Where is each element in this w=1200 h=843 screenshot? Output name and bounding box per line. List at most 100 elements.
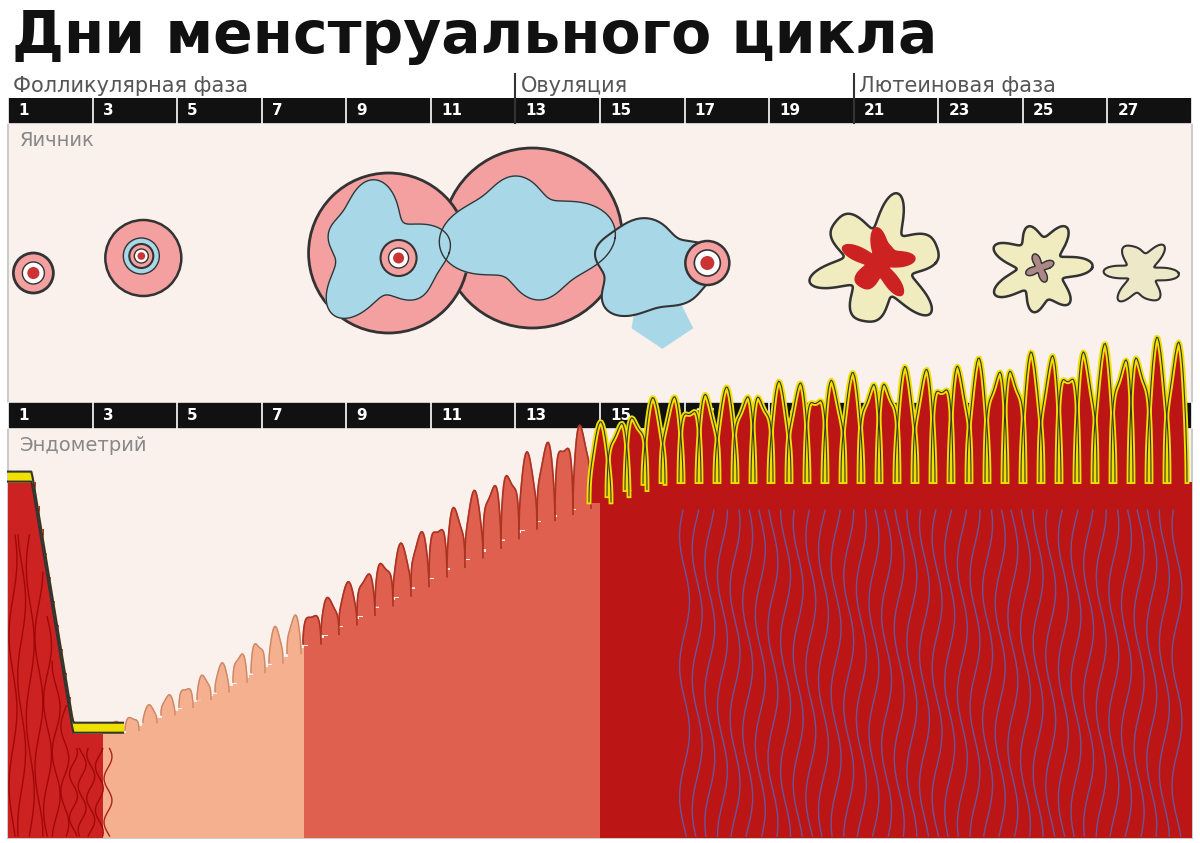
Bar	[671, 481, 674, 838]
Text: 25: 25	[1033, 408, 1055, 423]
Bar	[190, 704, 193, 838]
Bar	[995, 481, 998, 838]
Bar	[352, 620, 355, 838]
Bar	[312, 642, 316, 838]
Circle shape	[106, 220, 181, 296]
Bar	[359, 616, 364, 838]
Polygon shape	[125, 717, 139, 730]
Text: 13: 13	[526, 408, 547, 423]
Bar	[1034, 481, 1038, 838]
Bar	[1010, 481, 1014, 838]
Polygon shape	[1039, 356, 1061, 481]
Bar	[600, 501, 604, 838]
Bar	[1086, 481, 1090, 838]
Bar	[414, 588, 419, 838]
Polygon shape	[358, 574, 374, 615]
Polygon shape	[994, 226, 1092, 312]
Polygon shape	[859, 384, 881, 481]
Bar	[474, 556, 478, 838]
Bar	[86, 733, 91, 838]
Bar	[103, 733, 107, 838]
Bar	[1014, 481, 1019, 838]
Text: 15: 15	[610, 408, 631, 423]
Bar	[1141, 481, 1145, 838]
Text: 3: 3	[103, 103, 113, 118]
Bar	[529, 526, 533, 838]
Bar	[738, 481, 742, 838]
Bar	[1078, 481, 1081, 838]
Bar	[446, 571, 450, 838]
Polygon shape	[877, 384, 899, 481]
Bar	[48, 577, 52, 838]
Polygon shape	[1104, 244, 1178, 302]
Bar	[391, 600, 395, 838]
Bar	[628, 491, 631, 838]
Polygon shape	[466, 491, 482, 557]
Bar	[541, 521, 545, 838]
Bar	[431, 579, 434, 838]
Polygon shape	[538, 443, 554, 520]
Bar	[592, 503, 596, 838]
Polygon shape	[574, 425, 592, 508]
Text: 17: 17	[695, 408, 716, 423]
Bar	[667, 481, 671, 838]
Bar	[319, 637, 324, 838]
Bar	[162, 716, 166, 838]
Bar	[364, 615, 367, 838]
Polygon shape	[1111, 360, 1133, 481]
Bar	[517, 533, 521, 838]
Polygon shape	[805, 400, 827, 481]
Bar	[762, 481, 766, 838]
Bar	[619, 494, 624, 838]
Polygon shape	[913, 369, 935, 481]
Bar	[888, 481, 892, 838]
Bar	[24, 481, 28, 838]
Bar	[253, 674, 257, 838]
Text: 1: 1	[18, 103, 29, 118]
Bar	[758, 481, 762, 838]
Bar	[386, 602, 391, 838]
Bar	[20, 481, 24, 838]
Bar	[31, 481, 36, 838]
Bar	[1019, 481, 1022, 838]
Bar	[829, 481, 833, 838]
Bar	[233, 684, 236, 838]
Bar	[545, 519, 548, 838]
Bar	[1172, 481, 1176, 838]
Text: 11: 11	[442, 103, 462, 118]
Bar	[458, 564, 462, 838]
Text: Эндометрий: Эндометрий	[20, 436, 148, 455]
Polygon shape	[394, 543, 410, 596]
Bar	[170, 712, 174, 838]
Bar	[881, 481, 884, 838]
Bar	[91, 733, 95, 838]
Bar	[331, 631, 336, 838]
Bar	[655, 481, 659, 838]
Bar	[1022, 481, 1026, 838]
Bar	[940, 481, 943, 838]
Bar	[509, 537, 514, 838]
Bar	[59, 649, 64, 838]
Bar	[1102, 481, 1105, 838]
Bar	[698, 481, 703, 838]
Circle shape	[138, 252, 145, 260]
Bar	[1081, 481, 1086, 838]
Text: 19: 19	[779, 408, 800, 423]
Bar	[146, 722, 150, 838]
Bar	[367, 612, 371, 838]
Bar	[371, 610, 376, 838]
Bar	[955, 481, 959, 838]
Text: 27: 27	[1117, 103, 1139, 118]
Text: 15: 15	[610, 103, 631, 118]
Circle shape	[28, 267, 40, 279]
Bar	[821, 481, 824, 838]
Bar	[1129, 481, 1133, 838]
Bar	[410, 589, 414, 838]
Bar	[896, 481, 900, 838]
Text: 7: 7	[272, 103, 282, 118]
Text: 9: 9	[356, 408, 367, 423]
Bar	[122, 733, 126, 838]
Polygon shape	[985, 372, 1007, 481]
Bar	[904, 481, 908, 838]
Bar	[502, 541, 505, 838]
